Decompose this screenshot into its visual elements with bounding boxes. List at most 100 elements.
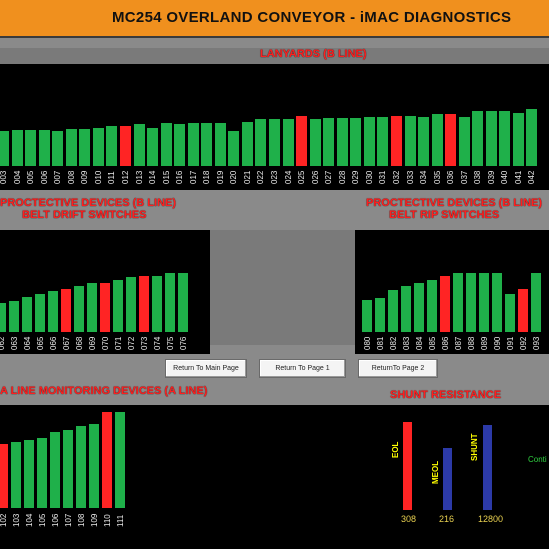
shunt-value-eol: 308 xyxy=(401,514,417,524)
lanyards-bar-027 xyxy=(323,118,335,166)
drift-label-069: 069 xyxy=(87,336,97,350)
return-page-2-button[interactable]: ReturnTo Page 2 xyxy=(358,359,438,378)
drift-label-066: 066 xyxy=(48,336,58,350)
lanyards-label-005: 005 xyxy=(26,170,36,184)
drift-bar-063 xyxy=(9,301,19,332)
shunt-bar-eol xyxy=(403,422,412,510)
drift-bar-065 xyxy=(35,294,45,332)
separator xyxy=(0,190,549,230)
aline-bar-103 xyxy=(11,442,21,508)
lanyards-bar-013 xyxy=(133,124,145,166)
drift-title-line2: BELT DRIFT SWITCHES xyxy=(22,209,147,221)
rip-bar-088 xyxy=(466,273,476,332)
lanyards-label-016: 016 xyxy=(175,170,185,184)
lanyards-bar-004 xyxy=(11,130,23,166)
lanyards-label-033: 033 xyxy=(405,170,415,184)
lanyards-label-009: 009 xyxy=(80,170,90,184)
lanyards-bar-016 xyxy=(174,124,186,166)
rip-label-091: 091 xyxy=(505,336,515,350)
lanyards-bar-042 xyxy=(526,109,538,166)
drift-label-068: 068 xyxy=(74,336,84,350)
shunt-bar-meol xyxy=(443,448,452,510)
lanyards-bar-017 xyxy=(187,122,199,166)
lanyards-label-031: 031 xyxy=(378,170,388,184)
lanyards-label-010: 010 xyxy=(93,170,103,184)
lanyards-label-011: 011 xyxy=(107,171,117,184)
aline-bar-106 xyxy=(50,432,60,508)
drift-bar-066 xyxy=(48,291,58,332)
shunt-label-shunt: SHUNT xyxy=(470,433,479,461)
rip-panel: 080 081 082 083 084 085 086 087 088 089 090 091 092 0… xyxy=(355,230,549,354)
lanyards-label-022: 022 xyxy=(256,170,266,184)
lanyards-label-039: 039 xyxy=(486,170,496,184)
rip-label-090: 090 xyxy=(492,336,502,350)
lanyards-bar-009 xyxy=(79,128,91,166)
lanyards-bar-015 xyxy=(160,123,172,166)
drift-label-076: 076 xyxy=(178,336,188,350)
lanyards-label-015: 015 xyxy=(161,170,171,184)
lanyards-bar-003 xyxy=(0,131,9,166)
rip-bar-085 xyxy=(427,280,437,332)
lanyards-label-028: 028 xyxy=(337,170,347,184)
shunt-value-shunt: 12800 xyxy=(478,514,504,524)
lanyards-label-014: 014 xyxy=(148,170,158,184)
return-main-page-button[interactable]: Return To Main Page xyxy=(165,359,247,378)
lanyards-label-013: 013 xyxy=(134,170,144,184)
lanyards-bar-020 xyxy=(228,130,240,166)
drift-label-073: 073 xyxy=(139,336,149,350)
lanyards-bar-008 xyxy=(65,128,77,166)
lanyards-label-025: 025 xyxy=(297,170,307,184)
aline-label-110: 110 xyxy=(102,514,112,527)
drift-label-070: 070 xyxy=(100,336,110,350)
lanyards-label-030: 030 xyxy=(364,170,374,184)
aline-bar-102 xyxy=(0,444,8,508)
lanyards-bar-010 xyxy=(92,127,104,166)
lanyards-title: LANYARDS (B LINE) xyxy=(260,48,367,60)
lanyards-label-042: 042 xyxy=(527,170,537,184)
lanyards-label-029: 029 xyxy=(351,170,361,184)
rip-label-088: 088 xyxy=(466,336,476,350)
rip-label-085: 085 xyxy=(427,336,437,350)
drift-bar-069 xyxy=(87,283,97,332)
rip-label-084: 084 xyxy=(414,336,424,350)
title-bar: MC254 OVERLAND CONVEYOR - iMAC DIAGNOSTI… xyxy=(0,0,549,38)
shunt-status-text: Conti xyxy=(528,455,547,464)
rip-label-082: 082 xyxy=(388,336,398,350)
lanyards-bar-012 xyxy=(119,125,131,166)
drift-label-064: 064 xyxy=(22,336,32,350)
lanyards-bar-025 xyxy=(296,115,308,166)
lanyards-label-041: 041 xyxy=(513,170,523,184)
lanyards-label-012: 012 xyxy=(120,170,130,184)
lanyards-label-026: 026 xyxy=(310,170,320,184)
aline-panel: 102 103 104 105 106 107 108 109 110 111 xyxy=(0,405,549,549)
rip-label-086: 086 xyxy=(440,336,450,350)
aline-title: A LINE MONITORING DEVICES (A LINE) xyxy=(0,385,208,397)
drift-bar-075 xyxy=(165,273,175,332)
aline-label-102: 102 xyxy=(0,513,8,527)
return-page-1-button[interactable]: Return To Page 1 xyxy=(259,359,346,378)
rip-label-087: 087 xyxy=(453,336,463,350)
rip-label-092: 092 xyxy=(518,336,528,350)
lanyards-bar-024 xyxy=(282,118,294,166)
rip-bar-082 xyxy=(388,290,398,332)
rip-label-081: 081 xyxy=(375,336,385,350)
lanyards-bar-029 xyxy=(350,118,362,166)
rip-bar-087 xyxy=(453,273,463,332)
rip-title-line2: BELT RIP SWITCHES xyxy=(389,209,500,221)
lanyards-label-021: 021 xyxy=(242,170,252,184)
lanyards-label-019: 019 xyxy=(215,170,225,184)
lanyards-bar-018 xyxy=(201,123,213,166)
drift-bar-070 xyxy=(100,283,110,332)
rip-bar-089 xyxy=(479,273,489,332)
lanyards-label-023: 023 xyxy=(270,170,279,184)
lanyards-label-008: 008 xyxy=(66,170,76,184)
rip-label-089: 089 xyxy=(479,336,489,350)
shunt-title: SHUNT RESISTANCE xyxy=(390,389,502,401)
lanyards-label-036: 036 xyxy=(446,170,456,184)
drift-label-071: 071 xyxy=(113,336,123,350)
lanyards-bar-035 xyxy=(431,114,443,166)
aline-label-109: 109 xyxy=(89,513,99,527)
aline-label-105: 105 xyxy=(37,513,47,527)
drift-title-line1: PROCTECTIVE DEVICES (B LINE) xyxy=(0,197,177,209)
drift-label-072: 072 xyxy=(126,336,136,350)
